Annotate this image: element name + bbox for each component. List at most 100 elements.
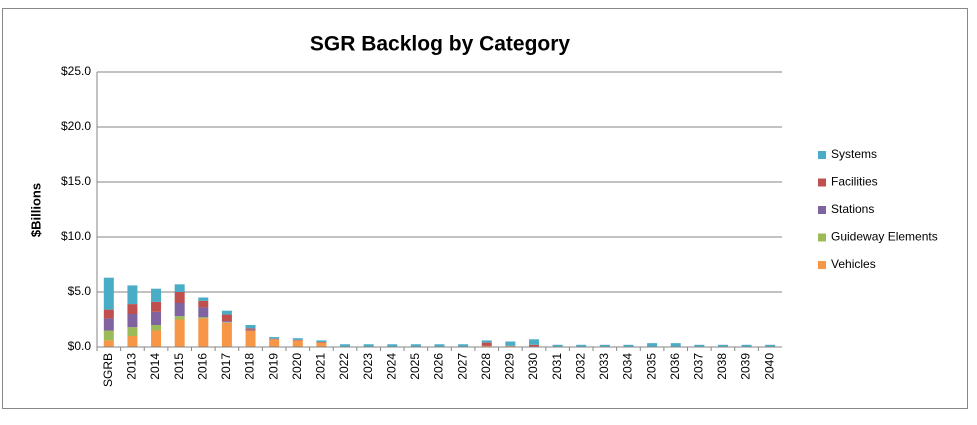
legend-label: Facilities bbox=[831, 175, 878, 189]
legend-swatch bbox=[818, 178, 826, 187]
bar-segment bbox=[741, 344, 752, 347]
bar-segment bbox=[670, 343, 681, 347]
bar-segment bbox=[481, 345, 492, 347]
bar-segment bbox=[198, 318, 209, 347]
bar-segment bbox=[410, 344, 421, 347]
x-tick-label: 2016 bbox=[195, 353, 209, 380]
y-tick-label: $10.0 bbox=[61, 229, 91, 243]
x-tick-label: 2025 bbox=[408, 353, 422, 380]
bar-segment bbox=[765, 344, 776, 347]
x-tick-label: 2026 bbox=[432, 353, 446, 380]
x-tick-label: 2020 bbox=[290, 353, 304, 380]
bar-segment bbox=[245, 325, 256, 329]
bar-segment bbox=[174, 319, 185, 347]
bar-segment bbox=[103, 318, 114, 331]
bar-segment bbox=[316, 342, 327, 343]
bar-segment bbox=[127, 304, 138, 314]
y-tick-label: $15.0 bbox=[61, 174, 91, 188]
bar-segment bbox=[174, 316, 185, 320]
bar-segment bbox=[245, 328, 256, 330]
bar-segment bbox=[151, 325, 162, 331]
bar-segment bbox=[528, 339, 539, 345]
bar-segment bbox=[340, 344, 351, 347]
legend-swatch bbox=[818, 261, 826, 269]
bar-segment bbox=[151, 301, 162, 312]
bar-segment bbox=[151, 311, 162, 325]
bar-segment bbox=[221, 310, 232, 315]
bar-segment bbox=[694, 344, 705, 347]
x-tick-label: 2014 bbox=[148, 353, 162, 380]
chart-title: SGR Backlog by Category bbox=[310, 33, 571, 56]
x-tick-label: 2038 bbox=[715, 353, 729, 380]
bar-segment bbox=[505, 341, 516, 346]
x-tick-label: 2031 bbox=[550, 353, 564, 380]
bar-segment bbox=[103, 309, 114, 319]
x-tick-label: 2039 bbox=[739, 353, 753, 380]
y-tick-label: $0.0 bbox=[68, 339, 92, 353]
legend-label: Vehicles bbox=[831, 257, 876, 271]
x-tick-label: 2034 bbox=[621, 353, 635, 380]
bar-segment bbox=[127, 336, 138, 347]
bar-segment bbox=[103, 330, 114, 341]
legend-swatch bbox=[818, 151, 826, 159]
bar-segment bbox=[717, 344, 728, 347]
bar-segment bbox=[245, 329, 256, 331]
bar-segment bbox=[174, 284, 185, 292]
x-tick-label: 2022 bbox=[337, 353, 351, 380]
bar-segment bbox=[198, 300, 209, 308]
bar-segment bbox=[528, 344, 539, 347]
x-tick-label: 2027 bbox=[455, 353, 469, 380]
bar-segment bbox=[103, 277, 114, 310]
bar-segment bbox=[198, 297, 209, 301]
x-tick-label: 2033 bbox=[597, 353, 611, 380]
x-tick-label: 2018 bbox=[243, 353, 257, 380]
bar-segment bbox=[481, 342, 492, 346]
bar-segment bbox=[434, 344, 445, 347]
bar-segment bbox=[269, 338, 280, 340]
x-tick-label: 2013 bbox=[125, 353, 139, 380]
bar-segment bbox=[505, 345, 516, 347]
x-tick-label: 2029 bbox=[503, 353, 517, 380]
x-tick-label: 2024 bbox=[384, 353, 398, 380]
bar-segment bbox=[316, 340, 327, 343]
x-tick-label: 2028 bbox=[479, 353, 493, 380]
x-tick-label: 2019 bbox=[266, 353, 280, 380]
y-tick-label: $25.0 bbox=[61, 64, 91, 78]
x-tick-label: 2037 bbox=[691, 353, 705, 380]
legend-swatch bbox=[818, 206, 826, 214]
bar-segment bbox=[269, 337, 280, 339]
x-tick-label: 2023 bbox=[361, 353, 375, 380]
x-tick-label: 2021 bbox=[314, 353, 328, 380]
x-tick-label: 2036 bbox=[668, 353, 682, 380]
bar-segment bbox=[599, 344, 610, 347]
legend-label: Systems bbox=[831, 147, 877, 161]
bar-segment bbox=[174, 303, 185, 317]
bar-segment bbox=[221, 321, 232, 323]
bar-segment bbox=[481, 340, 492, 343]
bar-segment bbox=[127, 285, 138, 305]
bar-segment bbox=[316, 342, 327, 347]
bar-segment bbox=[647, 343, 658, 347]
bar-segment bbox=[623, 344, 634, 347]
y-tick-label: $5.0 bbox=[68, 284, 92, 298]
legend-label: Stations bbox=[831, 202, 874, 216]
bar-segment bbox=[292, 339, 303, 341]
x-tick-label: 2030 bbox=[526, 353, 540, 380]
bar-segment bbox=[576, 344, 587, 347]
x-tick-label: 2040 bbox=[762, 353, 776, 380]
x-tick-label: 2017 bbox=[219, 353, 233, 380]
bar-segment bbox=[292, 340, 303, 347]
bar-segment bbox=[269, 339, 280, 347]
bar-segment bbox=[221, 322, 232, 323]
bar-segment bbox=[127, 314, 138, 328]
bar-segment bbox=[363, 344, 374, 347]
x-tick-label: 2035 bbox=[644, 353, 658, 380]
bar-segment bbox=[198, 307, 209, 318]
x-tick-label: 2032 bbox=[573, 353, 587, 380]
bar-segment bbox=[151, 330, 162, 347]
bar-segment bbox=[221, 314, 232, 322]
x-tick-label: SGRB bbox=[101, 353, 115, 387]
bar-segment bbox=[458, 344, 469, 347]
bar-segment bbox=[245, 330, 256, 347]
